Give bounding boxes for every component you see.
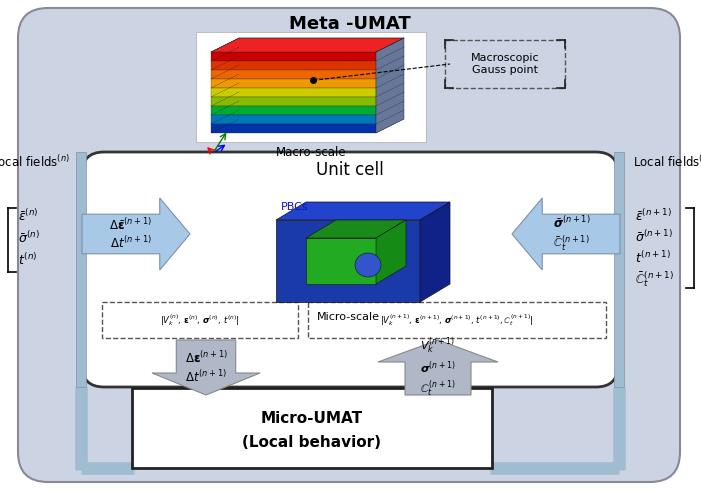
- Text: PBCs: PBCs: [281, 202, 308, 212]
- Text: $|V_k^{(n+1)},\,\boldsymbol{\varepsilon}^{(n+1)},\,\boldsymbol{\sigma}^{(n+1)},\: $|V_k^{(n+1)},\,\boldsymbol{\varepsilon}…: [381, 312, 533, 328]
- Polygon shape: [211, 88, 376, 97]
- Text: Local fields$^{(n)}$: Local fields$^{(n)}$: [0, 154, 70, 170]
- Text: $\bar{\varepsilon}^{(n+1)}$: $\bar{\varepsilon}^{(n+1)}$: [635, 208, 672, 224]
- Polygon shape: [211, 52, 376, 61]
- Bar: [445, 40, 565, 88]
- Text: $t^{(n+1)}$: $t^{(n+1)}$: [635, 250, 671, 266]
- Polygon shape: [211, 79, 376, 88]
- Text: $\bar{\mathbb{C}}_t^{(n+1)}$: $\bar{\mathbb{C}}_t^{(n+1)}$: [635, 269, 674, 289]
- Text: Micro-UMAT: Micro-UMAT: [261, 411, 363, 426]
- FancyBboxPatch shape: [18, 8, 680, 482]
- Text: (Local behavior): (Local behavior): [243, 435, 381, 450]
- Text: $V_k^{(n+1)}$
$\boldsymbol{\sigma}^{(n+1)}$
$\mathbb{C}_t^{(n+1)}$: $V_k^{(n+1)}$ $\boldsymbol{\sigma}^{(n+1…: [420, 336, 456, 399]
- Polygon shape: [376, 220, 406, 284]
- Polygon shape: [211, 38, 404, 52]
- Polygon shape: [420, 202, 450, 302]
- Polygon shape: [276, 220, 420, 302]
- Bar: [132, 388, 492, 468]
- Text: $\Delta\boldsymbol{\varepsilon}^{(n+1)}$
$\Delta t^{(n+1)}$: $\Delta\boldsymbol{\varepsilon}^{(n+1)}$…: [184, 350, 228, 384]
- Bar: [76, 152, 86, 387]
- Text: Meta -UMAT: Meta -UMAT: [289, 15, 411, 33]
- Polygon shape: [376, 38, 404, 133]
- Polygon shape: [211, 124, 376, 133]
- Text: Local fields$^{(n+1)}$: Local fields$^{(n+1)}$: [633, 154, 701, 170]
- Text: Unit cell: Unit cell: [316, 161, 384, 179]
- Polygon shape: [378, 340, 498, 395]
- Text: $|V_k^{(n)},\,\boldsymbol{\varepsilon}^{(n)},\,\boldsymbol{\sigma}^{(n)},\,t^{(n: $|V_k^{(n)},\,\boldsymbol{\varepsilon}^{…: [161, 312, 240, 328]
- Polygon shape: [211, 106, 376, 115]
- Text: $\bar{\sigma}^{(n)}$: $\bar{\sigma}^{(n)}$: [18, 230, 40, 246]
- Text: Macroscopic
Gauss point: Macroscopic Gauss point: [470, 53, 539, 75]
- Polygon shape: [306, 238, 376, 284]
- Text: Macro-scale: Macro-scale: [275, 146, 346, 159]
- Bar: [614, 152, 624, 387]
- Ellipse shape: [355, 253, 381, 277]
- Polygon shape: [211, 115, 376, 124]
- Text: $\bar{\boldsymbol{\sigma}}^{(n+1)}$
$\bar{\mathbb{C}}_t^{(n+1)}$: $\bar{\boldsymbol{\sigma}}^{(n+1)}$ $\ba…: [552, 215, 590, 253]
- Polygon shape: [211, 70, 376, 79]
- Text: $t^{(n)}$: $t^{(n)}$: [18, 252, 37, 268]
- Text: $\bar{\sigma}^{(n+1)}$: $\bar{\sigma}^{(n+1)}$: [635, 229, 673, 245]
- Text: $\bar{\varepsilon}^{(n)}$: $\bar{\varepsilon}^{(n)}$: [18, 208, 39, 224]
- Text: $\Delta\bar{\boldsymbol{\varepsilon}}^{(n+1)}$
$\Delta t^{(n+1)}$: $\Delta\bar{\boldsymbol{\varepsilon}}^{(…: [109, 217, 152, 251]
- Polygon shape: [276, 202, 450, 220]
- Bar: [308, 302, 606, 338]
- FancyBboxPatch shape: [82, 152, 618, 387]
- Polygon shape: [306, 220, 406, 238]
- Polygon shape: [82, 198, 190, 270]
- Polygon shape: [512, 198, 620, 270]
- Bar: [196, 32, 426, 142]
- Bar: [102, 302, 298, 338]
- Polygon shape: [211, 97, 376, 106]
- Polygon shape: [211, 61, 376, 70]
- Text: Micro-scale: Micro-scale: [316, 312, 379, 322]
- Polygon shape: [152, 340, 260, 395]
